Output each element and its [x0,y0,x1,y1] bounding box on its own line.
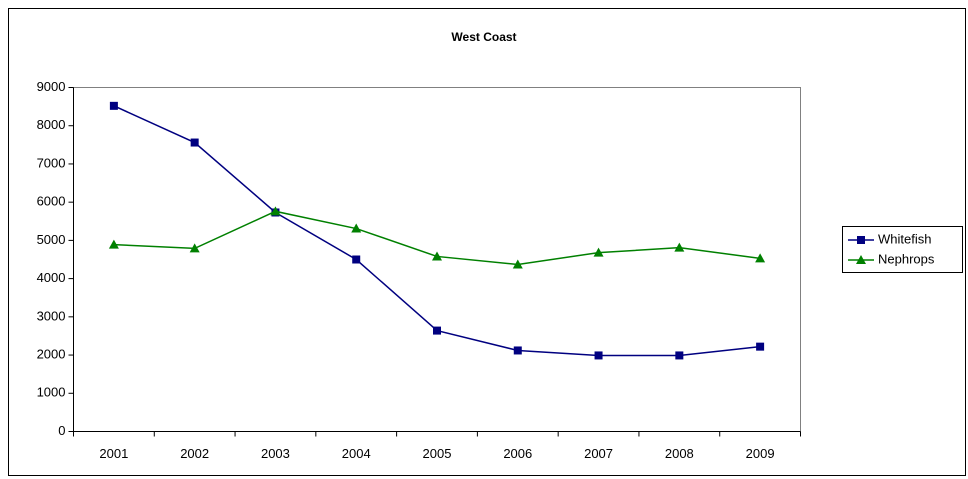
marker [513,346,522,355]
legend-marker [856,255,866,264]
y-tick-label: 6000 [37,194,66,209]
marker [352,255,361,264]
chart-title: West Coast [451,30,516,44]
marker [189,243,200,253]
legend-label: Whitefish [878,231,931,246]
x-tick-label: 2004 [342,446,371,461]
y-tick-label: 9000 [37,79,66,94]
y-tick-label: 8000 [37,117,66,132]
x-tick-label: 2009 [746,446,775,461]
marker [432,251,442,261]
marker [512,259,523,269]
marker [270,206,281,216]
marker [675,351,684,360]
marker [351,223,362,233]
y-tick-label: 7000 [37,155,66,170]
x-tick-label: 2001 [99,446,128,461]
x-tick-label: 2007 [584,446,613,461]
marker [755,253,766,263]
legend-label: Nephrops [878,251,935,266]
x-tick-label: 2006 [503,446,532,461]
marker [756,342,765,351]
marker [108,239,119,249]
x-tick-label: 2008 [665,446,694,461]
marker [109,101,118,110]
marker [674,242,685,252]
x-tick-label: 2002 [180,446,209,461]
marker [593,247,604,257]
y-tick-label: 2000 [37,346,66,361]
y-tick-label: 3000 [37,308,66,323]
x-tick-label: 2003 [261,446,290,461]
y-tick-label: 1000 [37,385,66,400]
legend-marker [857,236,865,244]
y-tick-label: 0 [58,423,65,438]
marker [190,138,199,147]
chart-border [8,8,966,476]
x-tick-label: 2005 [423,446,452,461]
y-tick-label: 5000 [37,232,66,247]
legend [842,226,963,273]
marker [433,326,441,335]
y-tick-label: 4000 [37,270,66,285]
marker [594,351,603,360]
